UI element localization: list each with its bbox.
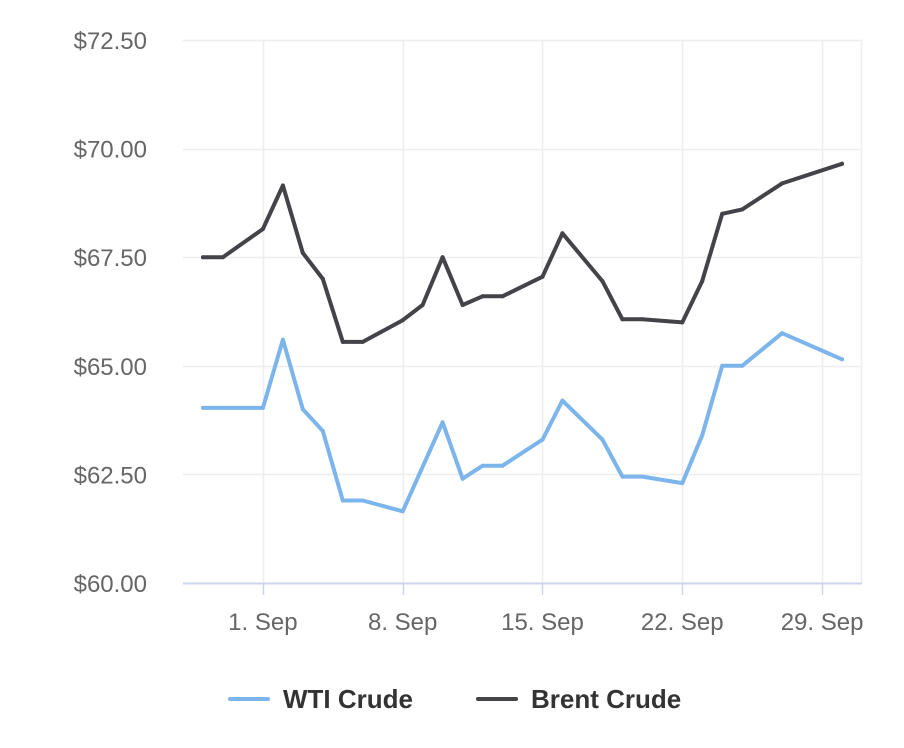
data-point-wti-crude[interactable]: [201, 405, 205, 410]
data-point-wti-crude[interactable]: [320, 429, 325, 433]
series-line-wti-crude[interactable]: [201, 331, 844, 514]
legend-label: Brent Crude: [531, 684, 681, 714]
data-point-brent-crude[interactable]: [560, 231, 565, 236]
data-point-wti-crude[interactable]: [740, 363, 745, 368]
data-point-wti-crude[interactable]: [220, 405, 225, 410]
data-point-brent-crude[interactable]: [440, 255, 445, 260]
data-point-brent-crude[interactable]: [780, 181, 785, 186]
data-point-brent-crude[interactable]: [640, 317, 645, 322]
data-point-wti-crude[interactable]: [540, 437, 545, 442]
x-axis: [183, 582, 862, 595]
x-tick-label: 15. Sep: [501, 609, 584, 636]
data-point-wti-crude[interactable]: [400, 509, 405, 514]
series-lines: [201, 161, 844, 514]
data-point-brent-crude[interactable]: [360, 339, 365, 344]
data-point-wti-crude[interactable]: [480, 463, 485, 468]
y-tick-label: $67.50: [74, 245, 147, 272]
x-tick-label: 22. Sep: [641, 609, 724, 636]
data-point-brent-crude[interactable]: [740, 207, 745, 212]
legend-item-brent-crude[interactable]: Brent Crude: [476, 684, 681, 714]
data-point-wti-crude[interactable]: [500, 463, 505, 468]
y-tick-label: $62.50: [74, 462, 147, 489]
grid-lines: [183, 39, 863, 583]
data-point-brent-crude[interactable]: [280, 183, 285, 188]
data-point-wti-crude[interactable]: [600, 437, 605, 442]
data-point-wti-crude[interactable]: [700, 433, 705, 438]
data-point-wti-crude[interactable]: [640, 474, 645, 479]
data-point-brent-crude[interactable]: [320, 276, 325, 281]
data-point-wti-crude[interactable]: [260, 405, 265, 410]
x-tick-label: 8. Sep: [368, 609, 437, 636]
y-axis-labels: $60.00 $62.50 $65.00 $67.50 $70.00 $72.50: [74, 28, 147, 598]
legend-item-wti-crude[interactable]: WTI Crude: [228, 684, 413, 714]
data-point-brent-crude[interactable]: [340, 339, 345, 344]
data-point-brent-crude[interactable]: [700, 279, 705, 284]
data-point-wti-crude[interactable]: [360, 498, 365, 503]
data-point-brent-crude[interactable]: [201, 255, 205, 260]
x-tick-label: 1. Sep: [228, 609, 297, 636]
data-point-wti-crude[interactable]: [620, 474, 625, 479]
data-point-brent-crude[interactable]: [460, 303, 465, 307]
data-point-brent-crude[interactable]: [840, 161, 844, 166]
y-tick-label: $60.00: [74, 571, 147, 598]
data-point-brent-crude[interactable]: [400, 318, 405, 323]
data-point-brent-crude[interactable]: [600, 279, 605, 284]
series-line-brent-crude[interactable]: [201, 161, 844, 344]
data-point-wti-crude[interactable]: [680, 481, 685, 486]
data-point-wti-crude[interactable]: [720, 363, 725, 368]
data-point-brent-crude[interactable]: [300, 250, 305, 255]
data-point-brent-crude[interactable]: [620, 317, 625, 322]
x-axis-labels: 1. Sep 8. Sep 15. Sep 22. Sep 29. Sep: [228, 609, 863, 636]
data-point-brent-crude[interactable]: [480, 294, 485, 299]
data-point-wti-crude[interactable]: [840, 357, 844, 362]
legend-label: WTI Crude: [283, 684, 413, 714]
data-point-wti-crude[interactable]: [780, 331, 785, 336]
data-point-wti-crude[interactable]: [460, 476, 465, 481]
data-point-brent-crude[interactable]: [260, 227, 265, 231]
data-point-brent-crude[interactable]: [500, 294, 505, 299]
data-point-wti-crude[interactable]: [560, 398, 565, 403]
y-tick-label: $72.50: [74, 28, 147, 55]
y-tick-label: $65.00: [74, 354, 147, 381]
data-point-brent-crude[interactable]: [680, 320, 685, 325]
data-point-brent-crude[interactable]: [720, 211, 725, 216]
data-point-brent-crude[interactable]: [540, 274, 545, 279]
legend: WTI Crude Brent Crude: [228, 684, 681, 714]
data-point-wti-crude[interactable]: [340, 498, 345, 503]
y-tick-label: $70.00: [74, 137, 147, 164]
x-tick-label: 29. Sep: [781, 609, 864, 636]
data-point-brent-crude[interactable]: [420, 303, 425, 307]
data-point-wti-crude[interactable]: [300, 407, 305, 412]
data-point-brent-crude[interactable]: [220, 255, 225, 260]
data-point-wti-crude[interactable]: [280, 337, 285, 342]
data-point-wti-crude[interactable]: [440, 420, 445, 425]
